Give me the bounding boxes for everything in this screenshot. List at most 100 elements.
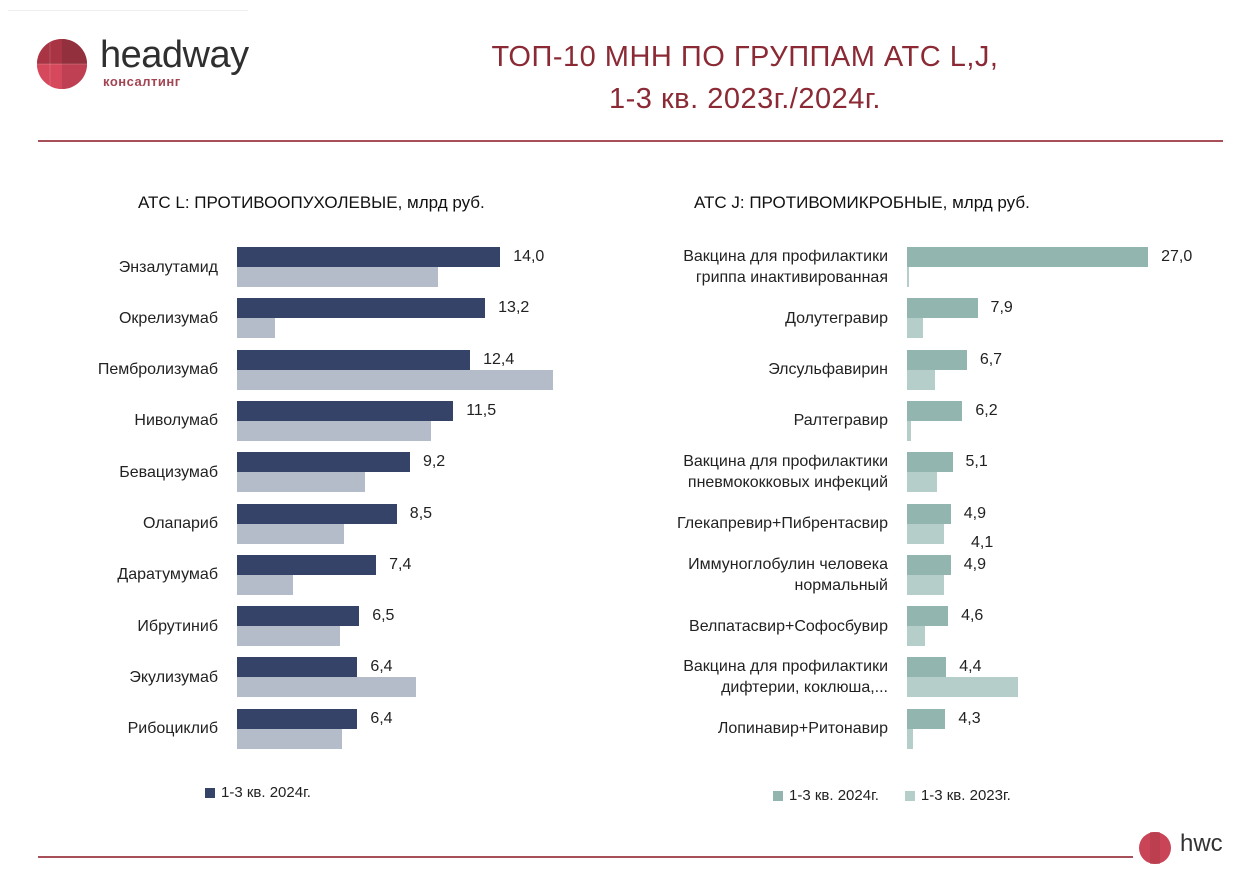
header-divider bbox=[38, 140, 1223, 142]
bar-2024 bbox=[907, 657, 947, 678]
value-label: 6,5 bbox=[372, 607, 395, 625]
bar-2024 bbox=[907, 503, 951, 524]
bar-2023 bbox=[907, 318, 924, 339]
top-thin-rule bbox=[8, 10, 248, 11]
category-label-line: Долутегравир bbox=[785, 309, 888, 327]
bar-2024 bbox=[907, 400, 963, 421]
category-label: Ибрутиниб bbox=[0, 616, 218, 637]
value-label: 7,4 bbox=[389, 555, 412, 573]
value-label: 27,0 bbox=[1161, 248, 1193, 265]
chart-j-title: АТС J: ПРОТИВОМИКРОБНЫЕ, млрд руб. bbox=[694, 193, 1030, 212]
bar-2024 bbox=[237, 554, 377, 575]
category-label: Олапариб bbox=[0, 513, 218, 534]
category-label-line: нормальный bbox=[794, 576, 888, 594]
logo-subtitle: консалтинг bbox=[103, 74, 181, 89]
bar-2023 bbox=[907, 728, 914, 749]
footer-divider bbox=[38, 856, 1133, 858]
category-label-line: Лопинавир+Ритонавир bbox=[717, 720, 888, 738]
bar-2023 bbox=[237, 267, 439, 287]
category-label: Рибоциклиб bbox=[0, 718, 218, 739]
value-label: 6,7 bbox=[979, 350, 1003, 368]
value-label: 13,2 bbox=[498, 299, 530, 317]
category-label-line: пневмококковых инфекций bbox=[687, 474, 888, 492]
category-label-line: гриппа инактивированная bbox=[695, 269, 888, 286]
bar-2023 bbox=[907, 267, 909, 287]
value-label: 6,4 bbox=[370, 709, 393, 727]
bar-2023 bbox=[237, 626, 341, 647]
value-label: 4,3 bbox=[958, 709, 981, 727]
title-line-2: 1-3 кв. 2023г./2024г. bbox=[609, 83, 881, 115]
value-label: 14,0 bbox=[513, 248, 545, 265]
category-label-line: Элсульфавирин bbox=[768, 361, 888, 379]
bar-2024 bbox=[907, 554, 951, 575]
legend-j: 1-3 кв. 2024г. 1-3 кв. 2023г. bbox=[773, 787, 1011, 804]
category-label: Ралтегравир bbox=[588, 410, 888, 431]
bar-2023 bbox=[237, 472, 365, 493]
bar-2024 bbox=[907, 349, 967, 370]
category-label: Экулизумаб bbox=[0, 667, 218, 688]
category-label: Лопинавир+Ритонавир bbox=[588, 718, 888, 739]
legend-l: 1-3 кв. 2024г. bbox=[205, 784, 311, 801]
value-label: 4,9 bbox=[963, 555, 986, 573]
bar-2023 bbox=[907, 626, 925, 647]
category-label-line: Вакцина для профилактики bbox=[683, 658, 888, 676]
category-label: Долутегравир bbox=[588, 308, 888, 329]
value-label: 5,1 bbox=[965, 453, 988, 471]
category-label-line: Пембролизумаб bbox=[97, 361, 218, 379]
bar-2024 bbox=[237, 503, 397, 524]
value-label: 12,4 bbox=[483, 350, 515, 368]
bar-2023 bbox=[237, 728, 343, 749]
legend-label-2024: 1-3 кв. 2024г. bbox=[221, 784, 311, 801]
bar-2024 bbox=[237, 247, 501, 267]
value-label: 6,4 bbox=[370, 658, 393, 676]
category-label-line: Ибрутиниб bbox=[137, 617, 218, 635]
legend-swatch-2024 bbox=[205, 787, 215, 798]
legend-swatch-2023 bbox=[904, 790, 915, 801]
bar-2023 bbox=[907, 369, 935, 390]
value-label: 4,6 bbox=[961, 607, 984, 625]
category-label-line: Олапариб bbox=[142, 515, 218, 532]
bar-2023 bbox=[237, 574, 294, 595]
category-label: Элсульфавирин bbox=[588, 359, 888, 380]
value-label: 11,5 bbox=[466, 401, 497, 419]
value-label: 4,9 bbox=[963, 504, 986, 522]
category-label-line: Глекапревир+Пибрентасвир bbox=[676, 515, 888, 532]
bar-2024 bbox=[237, 298, 486, 319]
category-label: Окрелизумаб bbox=[0, 308, 218, 329]
hwc-logo-icon bbox=[1139, 832, 1171, 864]
category-label: Вакцина для профилактики дифтерии, коклюш… bbox=[588, 656, 888, 698]
category-label: Даратумумаб bbox=[0, 564, 218, 585]
bar-2024 bbox=[907, 452, 953, 473]
chart-l-title: АТС L: ПРОТИВООПУХОЛЕВЫЕ, млрд руб. bbox=[138, 193, 485, 212]
bar-2024 bbox=[907, 708, 946, 729]
bar-2024 bbox=[237, 400, 454, 421]
bar-2023 bbox=[237, 420, 431, 441]
legend-swatch-2024 bbox=[773, 790, 783, 801]
bar-2023 bbox=[907, 574, 944, 595]
category-label: Пембролизумаб bbox=[0, 359, 218, 380]
value-label: 8,5 bbox=[409, 504, 433, 522]
annotation-label: 4,1 bbox=[971, 534, 994, 551]
category-label-line: Окрелизумаб bbox=[118, 309, 218, 327]
bar-2024 bbox=[237, 606, 360, 627]
category-label-line: Ниволумаб bbox=[134, 412, 218, 430]
bar-2023 bbox=[237, 318, 275, 339]
value-label: 4,4 bbox=[959, 658, 982, 676]
category-label-line: Энзалутамид bbox=[118, 258, 218, 276]
bar-2024 bbox=[907, 606, 949, 627]
bar-2023 bbox=[907, 420, 911, 441]
category-label: Вакцина для профилактики пневмококковых и… bbox=[588, 451, 888, 493]
bar-2024 bbox=[237, 452, 410, 473]
bar-2024 bbox=[907, 247, 1149, 267]
headway-logo-icon bbox=[37, 39, 87, 89]
legend-label-2024: 1-3 кв. 2024г. bbox=[789, 787, 879, 804]
category-label-line: Вакцина для профилактики bbox=[683, 248, 888, 265]
category-label-line: Иммуноглобулин человека bbox=[688, 555, 888, 573]
category-label: Бевацизумаб bbox=[0, 462, 218, 483]
category-label: Иммуноглобулин человека нормальный bbox=[588, 554, 888, 596]
category-label-line: дифтерии, коклюша,... bbox=[721, 679, 888, 697]
title-line-1: ТОП-10 МНН ПО ГРУППАМ АТС L,J, bbox=[491, 41, 999, 73]
category-label-line: Бевацизумаб bbox=[119, 463, 218, 481]
page-title: ТОП-10 МНН ПО ГРУППАМ АТС L,J, 1-3 кв. 20… bbox=[380, 36, 1110, 120]
category-label: Ниволумаб bbox=[0, 410, 218, 431]
